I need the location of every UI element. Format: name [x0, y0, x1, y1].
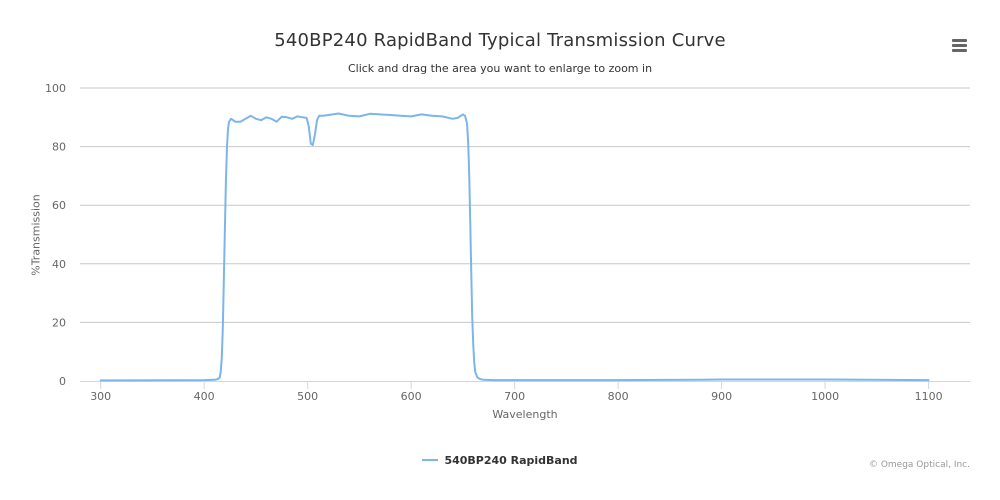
chart-subtitle: Click and drag the area you want to enla… [347, 62, 653, 75]
legend-swatch [422, 459, 439, 461]
x-tick-label: 1000 [811, 390, 839, 403]
y-axis-title: %Transmission [29, 194, 43, 276]
x-axis-title: Wavelength [492, 408, 558, 421]
x-tick-label: 600 [401, 390, 422, 403]
credits[interactable]: © Omega Optical, Inc. [868, 460, 970, 470]
x-tick-label: 400 [194, 390, 215, 403]
legend[interactable]: 540BP240 RapidBand [0, 446, 1000, 467]
y-tick-label: 100 [45, 82, 66, 95]
x-tick-label: 700 [504, 390, 525, 403]
x-tick-label: 500 [297, 390, 318, 403]
x-tick-label: 800 [608, 390, 629, 403]
x-tick-label: 300 [90, 390, 111, 403]
y-tick-label: 80 [52, 141, 66, 154]
chart-title: 540BP240 RapidBand Typical Transmission … [274, 30, 726, 51]
legend-item-label: 540BP240 RapidBand [444, 453, 578, 467]
x-tick-label: 1100 [915, 390, 943, 403]
legend-item[interactable]: 540BP240 RapidBand [422, 453, 578, 467]
x-tick-label: 900 [711, 390, 732, 403]
y-tick-label: 40 [52, 258, 66, 271]
series-line [99, 112, 930, 382]
y-tick-label: 0 [59, 375, 66, 388]
chart-menu-button[interactable] [944, 30, 974, 58]
y-tick-label: 60 [52, 199, 66, 212]
y-tick-label: 20 [52, 316, 66, 329]
